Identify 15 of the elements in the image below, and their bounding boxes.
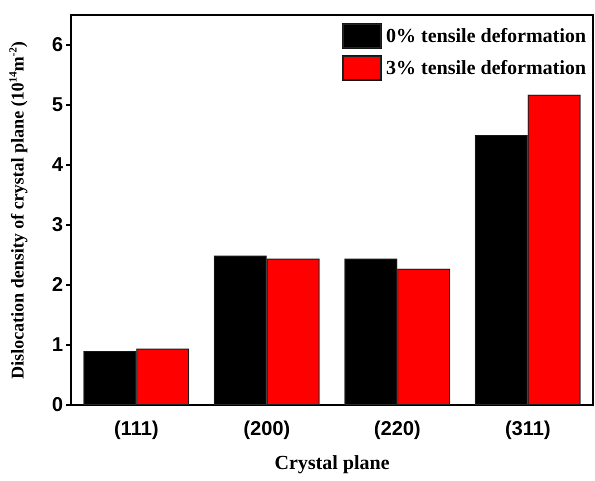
x-tick-label: (111)	[114, 418, 158, 440]
legend-label: 3% tensile deformation	[386, 57, 586, 79]
x-axis-title: Crystal plane	[274, 452, 390, 474]
y-tick-label: 4	[52, 154, 64, 176]
y-tick-label: 2	[52, 274, 63, 296]
y-tick-label: 6	[52, 34, 63, 56]
y-axis-title: Dislocation density of crystal plane (1014m-2)	[8, 41, 28, 379]
y-tick-label: 0	[52, 394, 63, 416]
x-tick-label: (220)	[374, 418, 421, 440]
y-tick-label: 5	[52, 94, 63, 116]
legend-label: 0% tensile deformation	[386, 25, 586, 47]
x-tick-label: (200)	[243, 418, 290, 440]
y-tick-label: 3	[52, 214, 63, 236]
x-tick-label: (311)	[504, 418, 551, 440]
y-tick-label: 1	[52, 334, 63, 356]
